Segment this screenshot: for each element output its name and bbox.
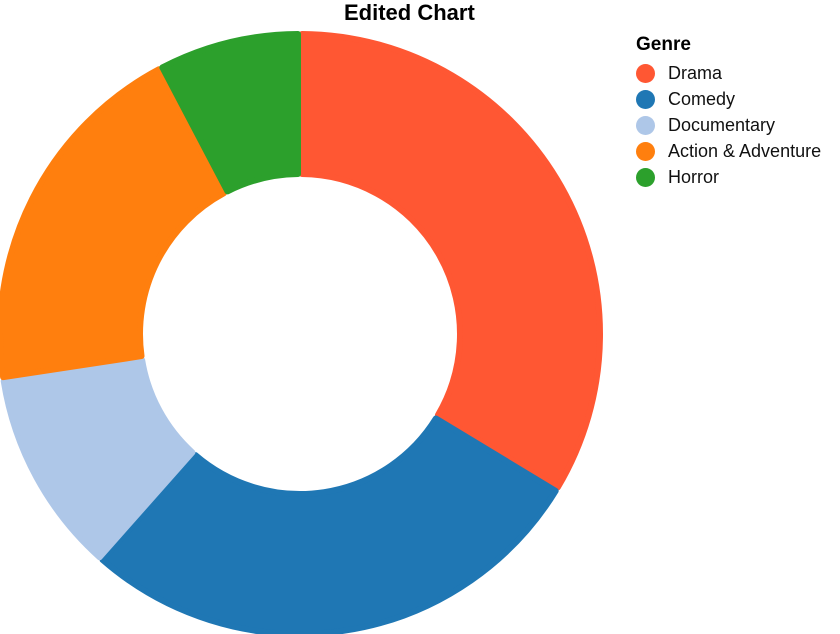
legend-item-action-adventure: Action & Adventure [636,138,821,164]
legend-items: Drama Comedy Documentary Action & Adventure… [636,60,821,190]
legend-swatch-comedy [636,89,655,109]
legend-label-documentary: Documentary [668,114,776,135]
legend-item-horror: Horror [636,164,821,190]
legend-label-action-adventure: Action & Adventure [668,140,822,161]
legend-label-horror: Horror [668,166,720,187]
slice-comedy [99,415,559,634]
legend-swatch-horror [636,167,655,187]
legend-swatch-action-adventure [636,141,655,161]
legend: Genre Drama Comedy Documentary Action & Adv… [636,34,821,190]
legend-title: Genre [636,34,691,55]
legend-label-comedy: Comedy [668,88,736,109]
legend-swatch-drama [636,63,655,83]
legend-swatch-documentary [636,115,655,135]
chart-title-text: Edited Chart [344,0,475,25]
legend-label-drama: Drama [668,62,723,83]
slice-drama [299,31,603,491]
legend-item-drama: Drama [636,60,821,86]
slice-horror [159,31,301,195]
slice-documentary [0,357,196,561]
legend-item-comedy: Comedy [636,86,821,112]
legend-item-documentary: Documentary [636,112,821,138]
slice-action-adventure [0,66,227,381]
